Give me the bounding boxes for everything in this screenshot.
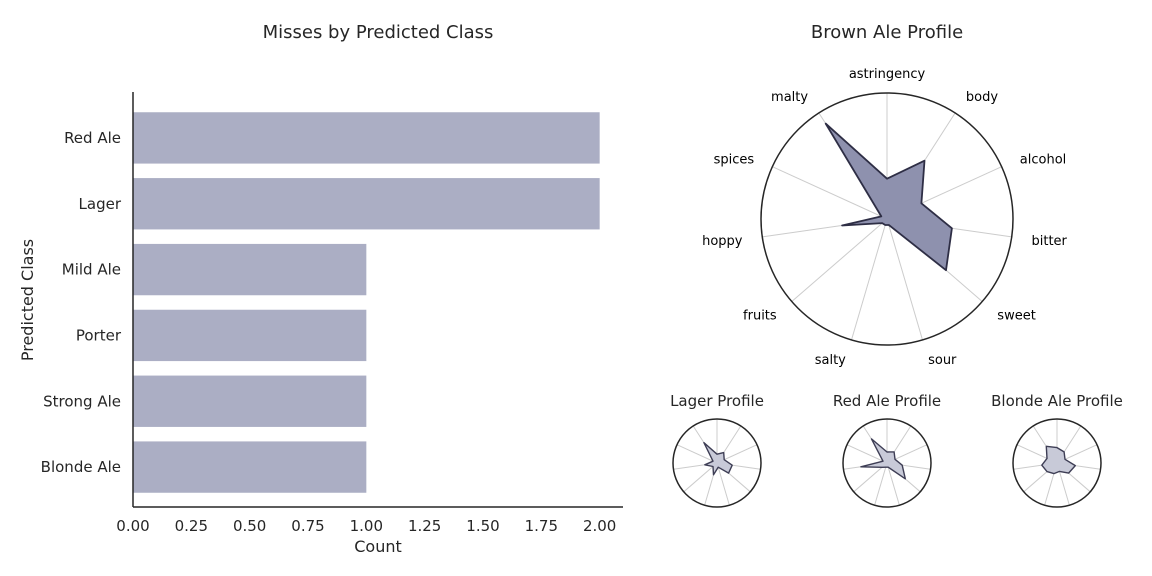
lager-radar	[672, 418, 762, 508]
radar-spoke	[874, 462, 888, 506]
radar-axis-label: sweet	[997, 309, 1036, 324]
radar-spoke	[886, 218, 923, 341]
radar-spoke	[683, 462, 718, 493]
radar-spoke	[772, 166, 888, 220]
radar-axis-label: hoppy	[702, 234, 743, 249]
bar-strong-ale	[133, 375, 367, 427]
radar-axis-label: sour	[928, 353, 957, 368]
x-tick-label: 1.25	[408, 517, 441, 535]
x-tick-label: 1.00	[350, 517, 383, 535]
bar-chart-title: Misses by Predicted Class	[263, 22, 494, 43]
radar-spoke	[791, 218, 888, 302]
radar-outline	[842, 418, 932, 508]
radar-axis-label: fruits	[743, 309, 777, 324]
y-tick-label: Red Ale	[64, 129, 121, 147]
x-tick-label: 2.00	[583, 517, 616, 535]
radar-outline	[672, 418, 762, 508]
radar-spoke	[851, 218, 888, 341]
radar-area	[1041, 445, 1077, 475]
red-ale-radar	[842, 418, 932, 508]
radar-axis-label: alcohol	[1020, 152, 1066, 167]
x-tick-label: 0.50	[233, 517, 266, 535]
radar-spoke	[676, 444, 718, 464]
y-tick-label: Porter	[76, 326, 122, 344]
radar-spoke	[716, 462, 730, 506]
radar-area	[703, 441, 733, 476]
bar-mild-ale	[133, 243, 367, 296]
radar-spoke	[846, 444, 888, 464]
radar-axis-label: spices	[714, 152, 755, 167]
bar-blonde-ale	[133, 441, 367, 493]
y-tick-label: Mild Ale	[62, 261, 121, 279]
bar-red-ale	[133, 112, 600, 164]
x-axis-label: Count	[354, 537, 402, 556]
red-ale-profile-title: Red Ale Profile	[833, 392, 941, 410]
x-tick-label: 0.25	[175, 517, 208, 535]
x-tick-label: 0.00	[116, 517, 149, 535]
x-tick-label: 1.75	[525, 517, 558, 535]
blonde-ale-profile-title: Blonde Ale Profile	[991, 392, 1123, 410]
radar-spoke	[886, 462, 900, 506]
radar-axis-label: bitter	[1032, 234, 1068, 249]
y-tick-label: Strong Ale	[43, 392, 121, 410]
x-tick-label: 1.50	[466, 517, 499, 535]
radar-axis-label: astringency	[849, 67, 926, 82]
y-axis-label: Predicted Class	[18, 239, 37, 361]
bar-porter	[133, 309, 367, 362]
bar-lager	[133, 178, 600, 230]
y-tick-label: Lager	[79, 195, 122, 213]
brown-ale-radar: astringency body alcohol bitter sweet sour sal…	[702, 67, 1067, 368]
bar-chart: Red Ale Lager Mild Ale Porter Strong Ale Blon…	[41, 92, 623, 535]
radar-outline	[1012, 418, 1102, 508]
x-tick-label: 0.75	[291, 517, 324, 535]
radar-area	[824, 122, 953, 272]
lager-profile-title: Lager Profile	[670, 392, 764, 410]
radar-axis-label: malty	[771, 90, 808, 105]
radar-area	[860, 438, 906, 480]
radar-axis-label: body	[966, 90, 998, 105]
brown-ale-profile-title: Brown Ale Profile	[811, 22, 963, 43]
radar-outline	[760, 92, 1014, 346]
blonde-ale-radar	[1012, 418, 1102, 508]
y-tick-label: Blonde Ale	[41, 458, 121, 476]
radar-axis-label: salty	[815, 353, 846, 368]
